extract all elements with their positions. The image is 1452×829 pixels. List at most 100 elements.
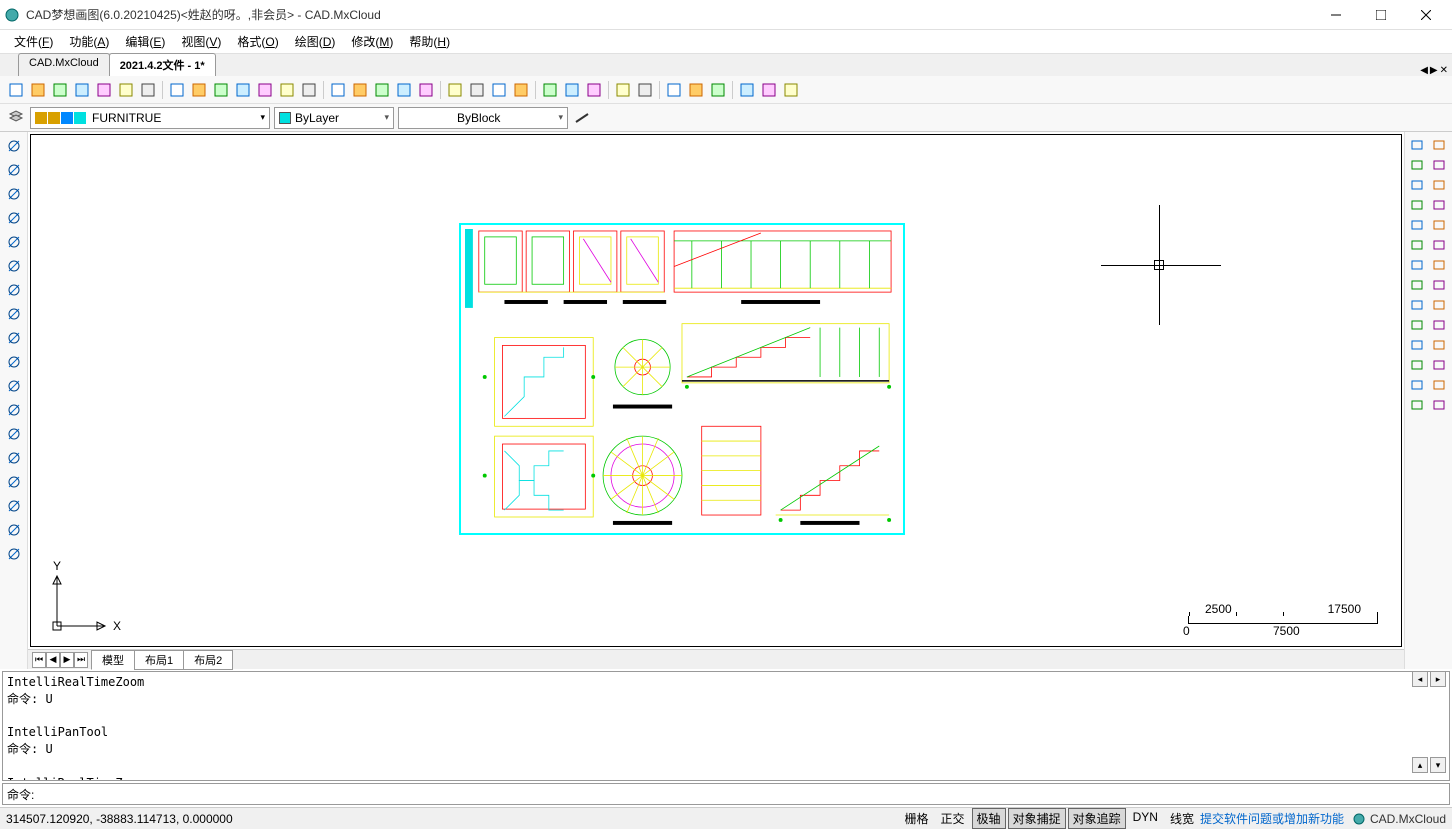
export-icon[interactable]	[138, 80, 158, 100]
cloud-icon[interactable]	[664, 80, 684, 100]
help-icon[interactable]	[759, 80, 779, 100]
save-icon[interactable]	[72, 80, 92, 100]
properties-icon[interactable]	[1429, 356, 1449, 374]
linetype-icon[interactable]	[572, 108, 592, 128]
cmd-scroll-right-icon[interactable]: ▸	[1430, 671, 1446, 687]
pan-icon[interactable]	[277, 80, 297, 100]
refresh-icon[interactable]	[708, 80, 728, 100]
redo-icon[interactable]	[635, 80, 655, 100]
document-tab[interactable]: CAD.MxCloud	[18, 53, 110, 76]
zoom-realtime-icon[interactable]	[299, 80, 319, 100]
block-icon[interactable]	[3, 400, 25, 420]
matchprop-icon[interactable]	[1407, 356, 1427, 374]
rectangle-icon[interactable]	[3, 208, 25, 228]
globe-icon[interactable]	[686, 80, 706, 100]
polyline-icon[interactable]	[3, 160, 25, 180]
color-combo[interactable]: ByLayer ▾	[274, 107, 394, 129]
feedback-link[interactable]: 提交软件问题或增加新功能	[1200, 810, 1344, 827]
maximize-button[interactable]	[1358, 1, 1403, 29]
circle-icon[interactable]	[3, 256, 25, 276]
mirror-icon[interactable]	[1429, 136, 1449, 154]
spline-icon[interactable]	[3, 304, 25, 324]
menu-m[interactable]: 修改(M)	[345, 31, 399, 52]
join-icon[interactable]	[1429, 236, 1449, 254]
status-toggle-正交[interactable]: 正交	[936, 808, 970, 829]
edit-hatch-icon[interactable]	[1407, 336, 1427, 354]
deselect-icon[interactable]	[1429, 376, 1449, 394]
array-icon[interactable]	[1429, 156, 1449, 174]
undo-icon[interactable]	[613, 80, 633, 100]
move-icon[interactable]	[1407, 176, 1427, 194]
layer-icon[interactable]	[467, 80, 487, 100]
tab-close-icon[interactable]: ✕	[1440, 65, 1448, 76]
select-icon[interactable]	[1407, 376, 1427, 394]
open-icon[interactable]	[28, 80, 48, 100]
align-icon[interactable]	[1407, 296, 1427, 314]
linetype-icon[interactable]	[511, 80, 531, 100]
plot-icon[interactable]	[540, 80, 560, 100]
cmd-scroll-down-icon[interactable]: ▾	[1430, 757, 1446, 773]
page-icon[interactable]	[584, 80, 604, 100]
polygon-icon[interactable]	[3, 184, 25, 204]
menu-v[interactable]: 视图(V)	[175, 31, 227, 52]
layout-prev-icon[interactable]: ◀	[46, 652, 60, 668]
insert-icon[interactable]	[3, 376, 25, 396]
zoom-out-icon[interactable]	[211, 80, 231, 100]
edit-pline-icon[interactable]	[1407, 316, 1427, 334]
measure-icon[interactable]	[372, 80, 392, 100]
ellipse-icon[interactable]	[3, 328, 25, 348]
lengthen-icon[interactable]	[1429, 296, 1449, 314]
layer-manager-icon[interactable]	[6, 108, 26, 128]
layout-last-icon[interactable]: ⏭	[74, 652, 88, 668]
zoom-extents-icon[interactable]	[233, 80, 253, 100]
status-toggle-线宽[interactable]: 线宽	[1165, 808, 1199, 829]
redraw-icon[interactable]	[350, 80, 370, 100]
extend-icon[interactable]	[1429, 216, 1449, 234]
edit-text-icon[interactable]	[1429, 336, 1449, 354]
linetype-combo[interactable]: ByBlock ▾	[398, 107, 568, 129]
tab-prev-icon[interactable]: ◀	[1420, 65, 1428, 76]
command-line[interactable]: 命令:	[2, 783, 1450, 805]
region-icon[interactable]	[3, 544, 25, 564]
ellipse-arc-icon[interactable]	[3, 352, 25, 372]
explode-icon[interactable]	[1407, 276, 1427, 294]
stretch-icon[interactable]	[1429, 196, 1449, 214]
render-icon[interactable]	[781, 80, 801, 100]
chamfer-icon[interactable]	[1407, 256, 1427, 274]
close-button[interactable]	[1403, 1, 1448, 29]
opendwg-icon[interactable]	[50, 80, 70, 100]
line-icon[interactable]	[3, 136, 25, 156]
fillet-icon[interactable]	[1429, 256, 1449, 274]
cmd-scroll-up-icon[interactable]: ▴	[1412, 757, 1428, 773]
command-input[interactable]	[34, 787, 1445, 801]
revcloud-icon[interactable]	[3, 280, 25, 300]
copy-icon[interactable]	[1407, 136, 1427, 154]
layout-tab[interactable]: 布局1	[134, 650, 184, 670]
text-icon[interactable]	[3, 472, 25, 492]
area-icon[interactable]	[416, 80, 436, 100]
hatch-icon[interactable]	[445, 80, 465, 100]
layout-next-icon[interactable]: ▶	[60, 652, 74, 668]
layout-first-icon[interactable]: ⏮	[32, 652, 46, 668]
table-icon[interactable]	[3, 496, 25, 516]
status-toggle-DYN[interactable]: DYN	[1128, 808, 1163, 829]
menu-d[interactable]: 绘图(D)	[289, 31, 342, 52]
ungroup-icon[interactable]	[1429, 396, 1449, 414]
status-toggle-对象捕捉[interactable]: 对象捕捉	[1008, 808, 1066, 829]
layout-tab[interactable]: 布局2	[183, 650, 233, 670]
zoom-window-icon[interactable]	[167, 80, 187, 100]
mtext-icon[interactable]	[3, 520, 25, 540]
status-toggle-栅格[interactable]: 栅格	[900, 808, 934, 829]
cmd-scroll-left-icon[interactable]: ◂	[1412, 671, 1428, 687]
color-icon[interactable]	[489, 80, 509, 100]
tab-next-icon[interactable]: ▶	[1430, 65, 1438, 76]
command-history[interactable]: IntelliRealTimeZoom 命令: U IntelliPanTool…	[2, 671, 1450, 781]
trim-icon[interactable]	[1407, 216, 1427, 234]
group-icon[interactable]	[1407, 396, 1427, 414]
menu-h[interactable]: 帮助(H)	[403, 31, 456, 52]
erase-icon[interactable]	[1429, 276, 1449, 294]
arc-icon[interactable]	[3, 232, 25, 252]
status-toggle-极轴[interactable]: 极轴	[972, 808, 1006, 829]
menu-o[interactable]: 格式(O)	[231, 31, 284, 52]
new-icon[interactable]	[6, 80, 26, 100]
